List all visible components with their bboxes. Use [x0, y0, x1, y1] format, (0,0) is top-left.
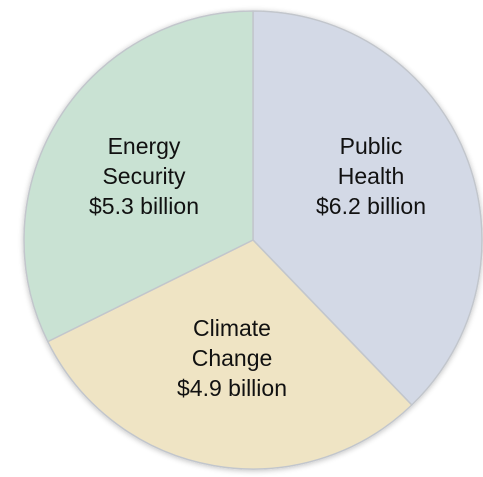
- pie-label-public-health: Public Health $6.2 billion: [316, 133, 426, 219]
- pie-label-energy-security: Energy Security $5.3 billion: [89, 133, 199, 219]
- pie-labels: Public Health $6.2 billion Climate Change $4.…: [89, 133, 426, 401]
- pie-slice-energy-security: [23, 10, 254, 343]
- pie-label-line: $5.3 billion: [89, 193, 199, 219]
- pie-label-line: $4.9 billion: [177, 375, 287, 401]
- pie-label-line: Security: [102, 163, 186, 189]
- pie-label-line: Change: [192, 345, 273, 371]
- pie-label-line: Energy: [108, 133, 181, 159]
- pie-label-line: Health: [338, 163, 404, 189]
- pie-slice-public-health: [252, 10, 483, 406]
- pie-slices: [23, 10, 483, 470]
- pie-label-line: $6.2 billion: [316, 193, 426, 219]
- pie-label-climate-change: Climate Change $4.9 billion: [177, 315, 287, 401]
- pie-label-line: Public: [340, 133, 403, 159]
- pie-label-line: Climate: [193, 315, 271, 341]
